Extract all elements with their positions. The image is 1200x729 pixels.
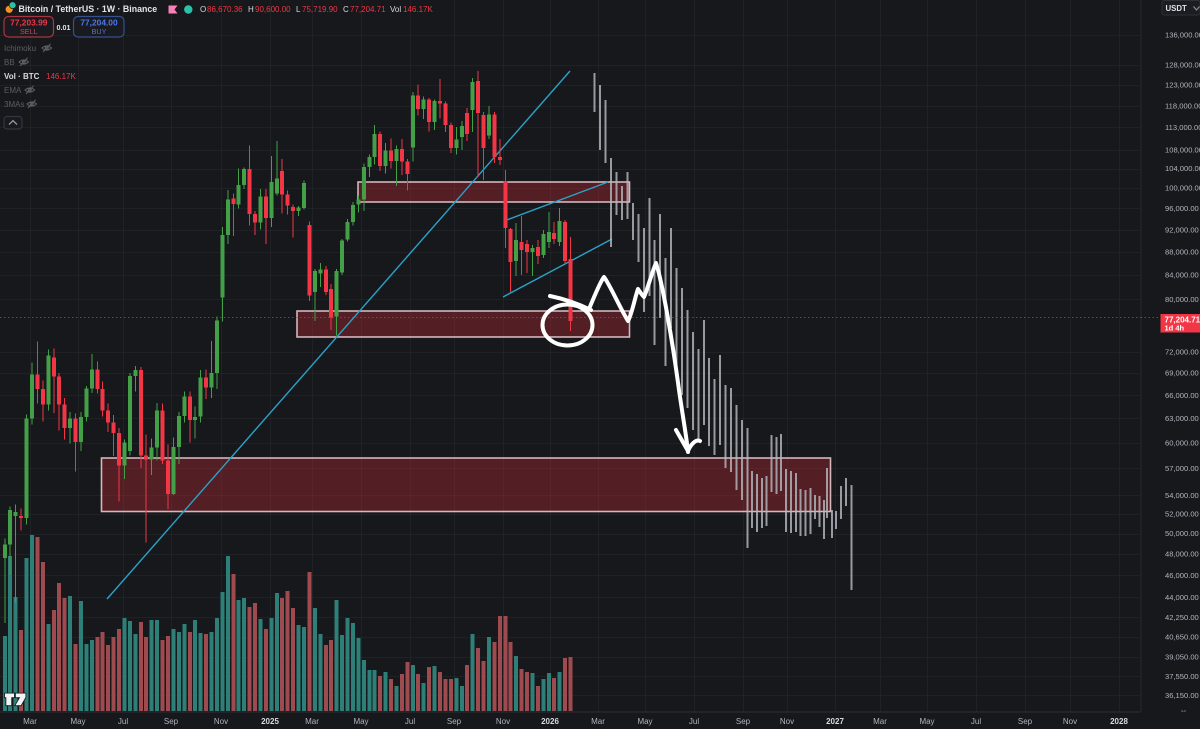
svg-text:Sep: Sep bbox=[164, 717, 179, 726]
svg-text:66,000.00: 66,000.00 bbox=[1165, 391, 1199, 400]
svg-text:Vol: Vol bbox=[390, 5, 401, 14]
svg-text:37,550.00: 37,550.00 bbox=[1165, 672, 1199, 681]
svg-text:O: O bbox=[200, 5, 206, 14]
svg-text:113,000.00: 113,000.00 bbox=[1165, 123, 1200, 132]
svg-text:108,000.00: 108,000.00 bbox=[1165, 145, 1200, 154]
svg-text:92,000.00: 92,000.00 bbox=[1165, 225, 1199, 234]
svg-text:L: L bbox=[296, 5, 301, 14]
svg-text:Nov: Nov bbox=[214, 717, 228, 726]
svg-text:May: May bbox=[70, 717, 85, 726]
svg-text:77,204.00: 77,204.00 bbox=[80, 18, 118, 28]
svg-text:May: May bbox=[919, 717, 934, 726]
svg-text:77,204.71: 77,204.71 bbox=[350, 5, 386, 14]
svg-text:Mar: Mar bbox=[305, 717, 319, 726]
svg-text:146.17K: 146.17K bbox=[403, 5, 433, 14]
svg-text:Nov: Nov bbox=[780, 717, 794, 726]
svg-text:Mar: Mar bbox=[591, 717, 605, 726]
svg-text:Vol · BTC: Vol · BTC bbox=[4, 72, 40, 81]
svg-text:77,203.99: 77,203.99 bbox=[10, 18, 48, 28]
svg-text:C: C bbox=[343, 5, 349, 14]
svg-text:60,000.00: 60,000.00 bbox=[1165, 438, 1199, 447]
svg-text:104,000.00: 104,000.00 bbox=[1165, 164, 1200, 173]
svg-text:H: H bbox=[248, 5, 254, 14]
svg-text:1d 4h: 1d 4h bbox=[1165, 324, 1185, 333]
svg-text:128,000.00: 128,000.00 bbox=[1165, 61, 1200, 70]
svg-text:72,000.00: 72,000.00 bbox=[1165, 348, 1199, 357]
svg-text:88,000.00: 88,000.00 bbox=[1165, 248, 1199, 257]
svg-text:77,204.71: 77,204.71 bbox=[1165, 316, 1200, 325]
svg-text:Nov: Nov bbox=[1063, 717, 1077, 726]
svg-text:80,000.00: 80,000.00 bbox=[1165, 295, 1199, 304]
svg-text:Mar: Mar bbox=[873, 717, 887, 726]
svg-text:86,670.36: 86,670.36 bbox=[207, 5, 243, 14]
svg-text:Jul: Jul bbox=[405, 717, 415, 726]
svg-text:3MAs: 3MAs bbox=[4, 100, 24, 109]
svg-text:0.01: 0.01 bbox=[57, 23, 71, 32]
svg-text:2028: 2028 bbox=[1110, 717, 1128, 726]
svg-text:90,600.00: 90,600.00 bbox=[255, 5, 291, 14]
svg-text:Jul: Jul bbox=[118, 717, 128, 726]
svg-text:42,250.00: 42,250.00 bbox=[1165, 613, 1199, 622]
svg-text:136,000.00: 136,000.00 bbox=[1165, 31, 1200, 40]
svg-text:EMA: EMA bbox=[4, 86, 22, 95]
svg-text:54,000.00: 54,000.00 bbox=[1165, 491, 1199, 500]
svg-text:May: May bbox=[353, 717, 368, 726]
svg-text:57,000.00: 57,000.00 bbox=[1165, 464, 1199, 473]
svg-text:39,050.00: 39,050.00 bbox=[1165, 652, 1199, 661]
svg-text:Sep: Sep bbox=[736, 717, 751, 726]
svg-text:Mar: Mar bbox=[23, 717, 37, 726]
svg-text:146.17K: 146.17K bbox=[46, 72, 76, 81]
svg-text:2027: 2027 bbox=[826, 717, 844, 726]
svg-text:36,150.00: 36,150.00 bbox=[1165, 691, 1199, 700]
svg-text:Bitcoin / TetherUS · 1W · Bina: Bitcoin / TetherUS · 1W · Binance bbox=[19, 4, 158, 14]
svg-text:Sep: Sep bbox=[1018, 717, 1033, 726]
svg-text:Nov: Nov bbox=[496, 717, 510, 726]
svg-text:2025: 2025 bbox=[261, 717, 279, 726]
svg-text:63,000.00: 63,000.00 bbox=[1165, 414, 1199, 423]
svg-text:48,000.00: 48,000.00 bbox=[1165, 550, 1199, 559]
svg-text:123,000.00: 123,000.00 bbox=[1165, 81, 1200, 90]
svg-text:USDT: USDT bbox=[1166, 4, 1187, 13]
svg-text:69,000.00: 69,000.00 bbox=[1165, 369, 1199, 378]
svg-text:SELL: SELL bbox=[20, 27, 38, 36]
svg-text:40,650.00: 40,650.00 bbox=[1165, 632, 1199, 641]
svg-text:75,719.90: 75,719.90 bbox=[302, 5, 338, 14]
svg-text:May: May bbox=[637, 717, 652, 726]
svg-text:96,000.00: 96,000.00 bbox=[1165, 204, 1199, 213]
svg-text:Jul: Jul bbox=[689, 717, 699, 726]
svg-text:Ichimoku: Ichimoku bbox=[4, 44, 36, 53]
svg-text:Jul: Jul bbox=[971, 717, 981, 726]
svg-text:Sep: Sep bbox=[447, 717, 462, 726]
svg-text:52,000.00: 52,000.00 bbox=[1165, 510, 1199, 519]
svg-text:2026: 2026 bbox=[541, 717, 559, 726]
svg-text:BUY: BUY bbox=[92, 27, 107, 36]
svg-text:BB: BB bbox=[4, 58, 15, 67]
svg-text:100,000.00: 100,000.00 bbox=[1165, 184, 1200, 193]
svg-text:46,000.00: 46,000.00 bbox=[1165, 571, 1199, 580]
svg-text:50,000.00: 50,000.00 bbox=[1165, 529, 1199, 538]
svg-text:84,000.00: 84,000.00 bbox=[1165, 271, 1199, 280]
svg-text:118,000.00: 118,000.00 bbox=[1165, 101, 1200, 110]
svg-text:44,000.00: 44,000.00 bbox=[1165, 593, 1199, 602]
